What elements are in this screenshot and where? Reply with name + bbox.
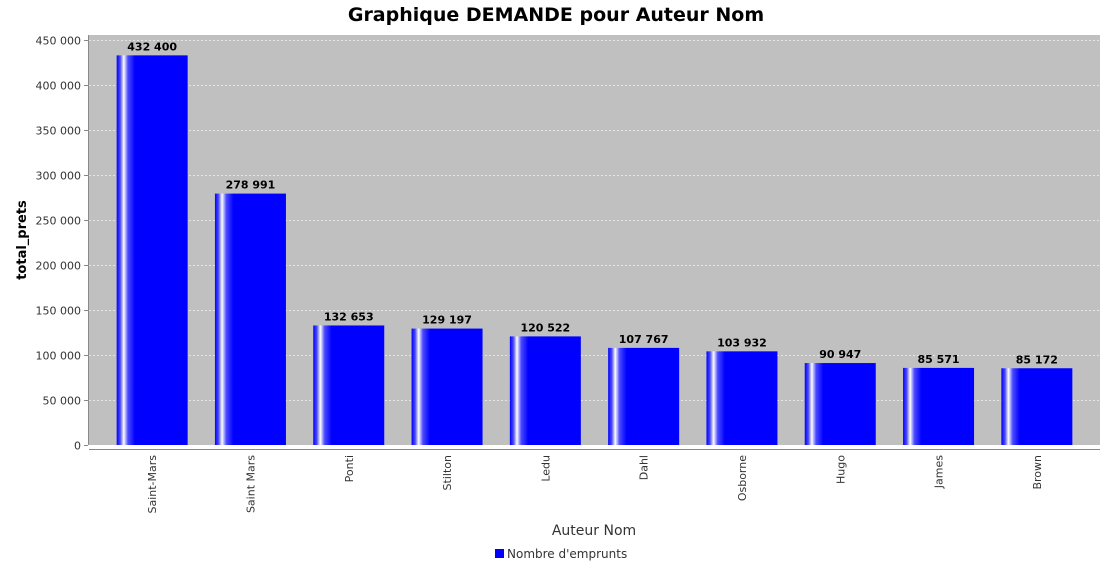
legend-label: Nombre d'emprunts [507,547,627,561]
y-tick-label: 200 000 [36,260,82,273]
bar [116,55,188,445]
bar [1001,368,1073,445]
bar [411,328,483,445]
x-tick-label: Dahl [638,455,651,480]
x-tick-label: Brown [1031,455,1044,490]
x-tick-label: Stilton [441,455,454,490]
data-label: 103 932 [717,336,767,349]
x-tick-label: Ledu [539,455,552,482]
y-axis-label: total_prets [15,200,30,280]
data-label: 278 991 [226,179,276,192]
bar [706,351,778,445]
x-axis-ticks: Saint-Mars Saint Mars Ponti Stilton Ledu Dahl… [146,455,1044,514]
data-label: 132 653 [324,310,374,323]
bar [804,363,876,445]
bars [116,55,1073,445]
legend-swatch [495,549,504,558]
chart-title: Graphique DEMANDE pour Auteur Nom [348,4,764,26]
legend: Nombre d'emprunts [495,547,627,561]
y-tick-label: 250 000 [36,215,82,228]
bar [214,193,286,445]
data-label: 85 571 [917,353,959,366]
y-tick-label: 150 000 [36,305,82,318]
bar [509,336,581,445]
x-tick-label: Ponti [343,455,356,482]
x-tick-label: Osborne [736,455,749,501]
y-tick-label: 50 000 [43,395,82,408]
y-tick-label: 0 [74,440,81,453]
data-label: 90 947 [819,348,861,361]
y-tick-label: 300 000 [36,170,82,183]
x-tick-label: Hugo [834,455,847,484]
data-label: 432 400 [127,40,177,53]
data-label: 129 197 [422,314,472,327]
data-label: 107 767 [619,333,669,346]
bar [313,325,385,445]
data-label: 120 522 [520,321,570,334]
y-tick-label: 450 000 [36,35,82,48]
y-axis-ticks: 0 50 000 100 000 150 000 200 000 250 000 300 0… [36,35,88,453]
data-label: 85 172 [1016,353,1058,366]
y-tick-label: 100 000 [36,350,82,363]
x-axis-label: Auteur Nom [552,523,636,539]
x-tick-label: Saint-Mars [146,455,159,514]
bar [608,347,680,445]
x-tick-label: Saint Mars [244,455,257,513]
x-tick-label: James [933,455,946,489]
y-tick-label: 350 000 [36,125,82,138]
data-labels: 432 400 278 991 132 653 129 197 120 522 107 7… [127,40,1058,366]
y-tick-label: 400 000 [36,80,82,93]
bar [903,367,975,445]
